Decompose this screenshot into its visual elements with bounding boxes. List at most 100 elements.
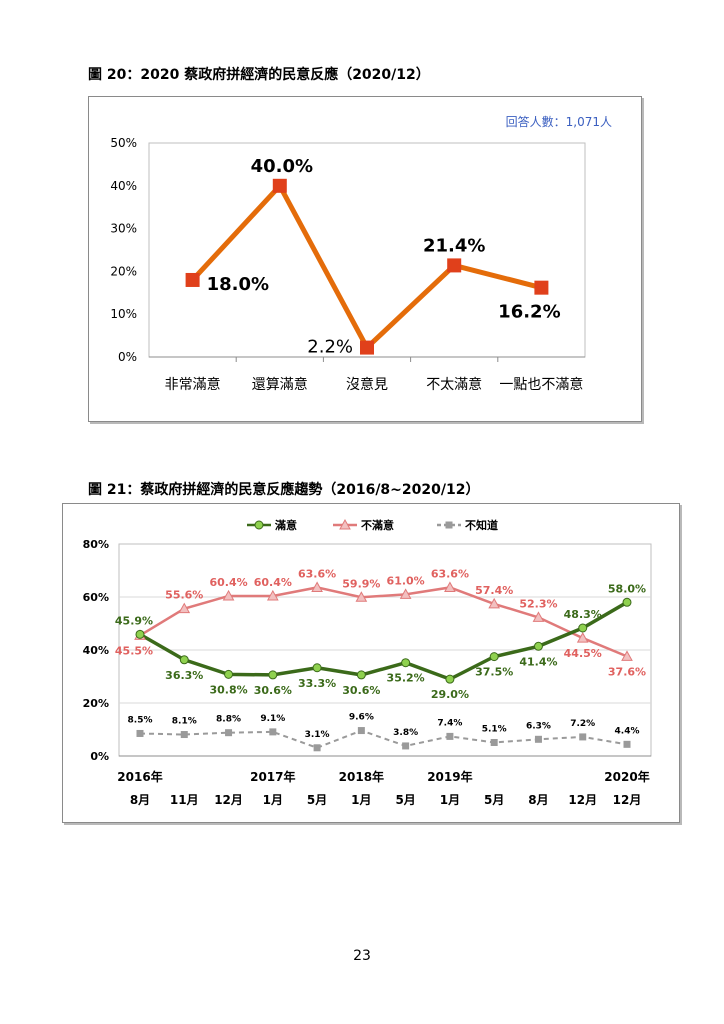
y-tick-label: 40% xyxy=(110,179,137,193)
x-category-label: 非常滿意 xyxy=(165,376,221,393)
data-point xyxy=(185,272,200,287)
data-point xyxy=(268,670,278,680)
data-label: 55.6% xyxy=(165,589,203,602)
x-category-label: 一點也不滿意 xyxy=(499,376,583,393)
data-label: 52.3% xyxy=(519,597,557,610)
x-category-label: 還算滿意 xyxy=(252,376,308,393)
x-year-label: 2018年 xyxy=(339,769,384,784)
data-label: 63.6% xyxy=(298,567,336,580)
data-point xyxy=(445,674,455,684)
data-label: 60.4% xyxy=(209,576,247,589)
data-point xyxy=(490,738,498,746)
series-line xyxy=(139,729,628,749)
data-label: 35.2% xyxy=(387,672,425,685)
data-point xyxy=(311,581,323,592)
x-category-label: 沒意見 xyxy=(346,376,388,393)
data-label: 9.1% xyxy=(260,714,285,724)
data-point xyxy=(446,732,454,740)
figure-20-caption: 圖 20：2020 蔡政府拼經濟的民意反應（2020/12） xyxy=(88,67,430,83)
x-month-label: 11月 xyxy=(170,793,199,807)
y-tick-label: 20% xyxy=(110,264,137,278)
legend-marker xyxy=(445,521,453,529)
data-point xyxy=(402,742,410,750)
data-point xyxy=(225,729,233,737)
data-label: 41.4% xyxy=(519,655,557,668)
data-point xyxy=(489,652,499,662)
data-point xyxy=(447,258,462,273)
data-label: 45.9% xyxy=(115,614,153,627)
x-year-label: 2020年 xyxy=(604,769,649,784)
y-tick-label: 0% xyxy=(118,350,137,364)
x-month-label: 5月 xyxy=(395,793,415,807)
x-year-label: 2017年 xyxy=(250,769,295,784)
data-point xyxy=(356,670,366,680)
data-label: 30.8% xyxy=(209,683,247,696)
series-line xyxy=(139,586,628,658)
data-point xyxy=(533,641,543,651)
data-point xyxy=(178,602,191,614)
x-month-label: 1月 xyxy=(440,793,460,807)
figure-21-caption: 圖 21：蔡政府拼經濟的民意反應趨勢（2016/8~2020/12） xyxy=(88,482,480,498)
legend-marker xyxy=(339,518,351,530)
data-label: 8.8% xyxy=(216,715,241,725)
data-label: 4.4% xyxy=(615,726,640,736)
data-point xyxy=(622,597,632,607)
x-year-label: 2019年 xyxy=(427,769,472,784)
y-tick-label: 40% xyxy=(83,644,109,657)
data-label: 59.9% xyxy=(342,577,380,590)
y-tick-label: 10% xyxy=(110,307,137,321)
data-point xyxy=(269,728,277,736)
data-label: 2.2% xyxy=(307,337,353,358)
data-point xyxy=(266,589,279,601)
x-year-label: 2016年 xyxy=(117,769,162,784)
data-point xyxy=(179,655,189,665)
x-month-label: 8月 xyxy=(130,793,150,807)
data-point xyxy=(355,591,368,602)
x-month-label: 12月 xyxy=(613,793,642,807)
y-tick-label: 0% xyxy=(90,750,109,763)
data-label: 36.3% xyxy=(165,669,203,682)
legend-label: 不滿意 xyxy=(361,518,394,532)
data-point xyxy=(357,727,365,735)
data-point xyxy=(623,740,631,748)
data-label: 16.2% xyxy=(498,302,560,323)
data-point xyxy=(532,611,545,622)
data-label: 8.5% xyxy=(128,715,153,725)
figure-21-chart-frame: 0% 20% 40% 60% 80% 8月 11月 12月 1月 5月 1月 5月 1月 5月 8月 12月 1… xyxy=(62,503,680,823)
data-point xyxy=(135,629,145,639)
data-point xyxy=(621,650,633,661)
data-label: 57.4% xyxy=(475,584,513,597)
data-point xyxy=(444,581,456,592)
x-month-label: 12月 xyxy=(214,793,243,807)
data-label: 18.0% xyxy=(207,274,269,295)
data-point xyxy=(401,658,411,668)
x-category-label: 不太滿意 xyxy=(426,376,482,393)
series-line xyxy=(190,183,543,351)
x-month-label: 5月 xyxy=(307,793,327,807)
y-tick-label: 20% xyxy=(83,697,109,710)
data-label: 29.0% xyxy=(431,688,469,701)
x-month-label: 12月 xyxy=(568,793,597,807)
data-point xyxy=(224,669,234,679)
data-label: 61.0% xyxy=(387,574,425,587)
data-label: 9.6% xyxy=(349,713,374,723)
data-point xyxy=(534,280,549,295)
data-point xyxy=(399,588,412,599)
data-label: 8.1% xyxy=(172,717,197,727)
data-label: 48.3% xyxy=(564,608,602,621)
data-label: 58.0% xyxy=(608,582,646,595)
x-month-label: 8月 xyxy=(528,793,548,807)
x-month-label: 5月 xyxy=(484,793,504,807)
data-point xyxy=(222,589,235,601)
legend-label: 滿意 xyxy=(275,518,297,532)
data-label: 30.6% xyxy=(254,684,292,697)
y-tick-label: 50% xyxy=(110,136,137,150)
x-month-label: 1月 xyxy=(351,793,371,807)
data-point xyxy=(360,340,374,355)
figure-20-chart: 回答人數：1,071人 0% 10% 20% 30% 40% 50% 非常滿意 還算滿意 沒意見 不… xyxy=(110,114,612,393)
data-label: 37.5% xyxy=(475,666,513,679)
data-point xyxy=(180,731,188,739)
data-label: 63.6% xyxy=(431,567,469,580)
data-point xyxy=(272,178,287,193)
y-tick-label: 80% xyxy=(83,538,109,551)
